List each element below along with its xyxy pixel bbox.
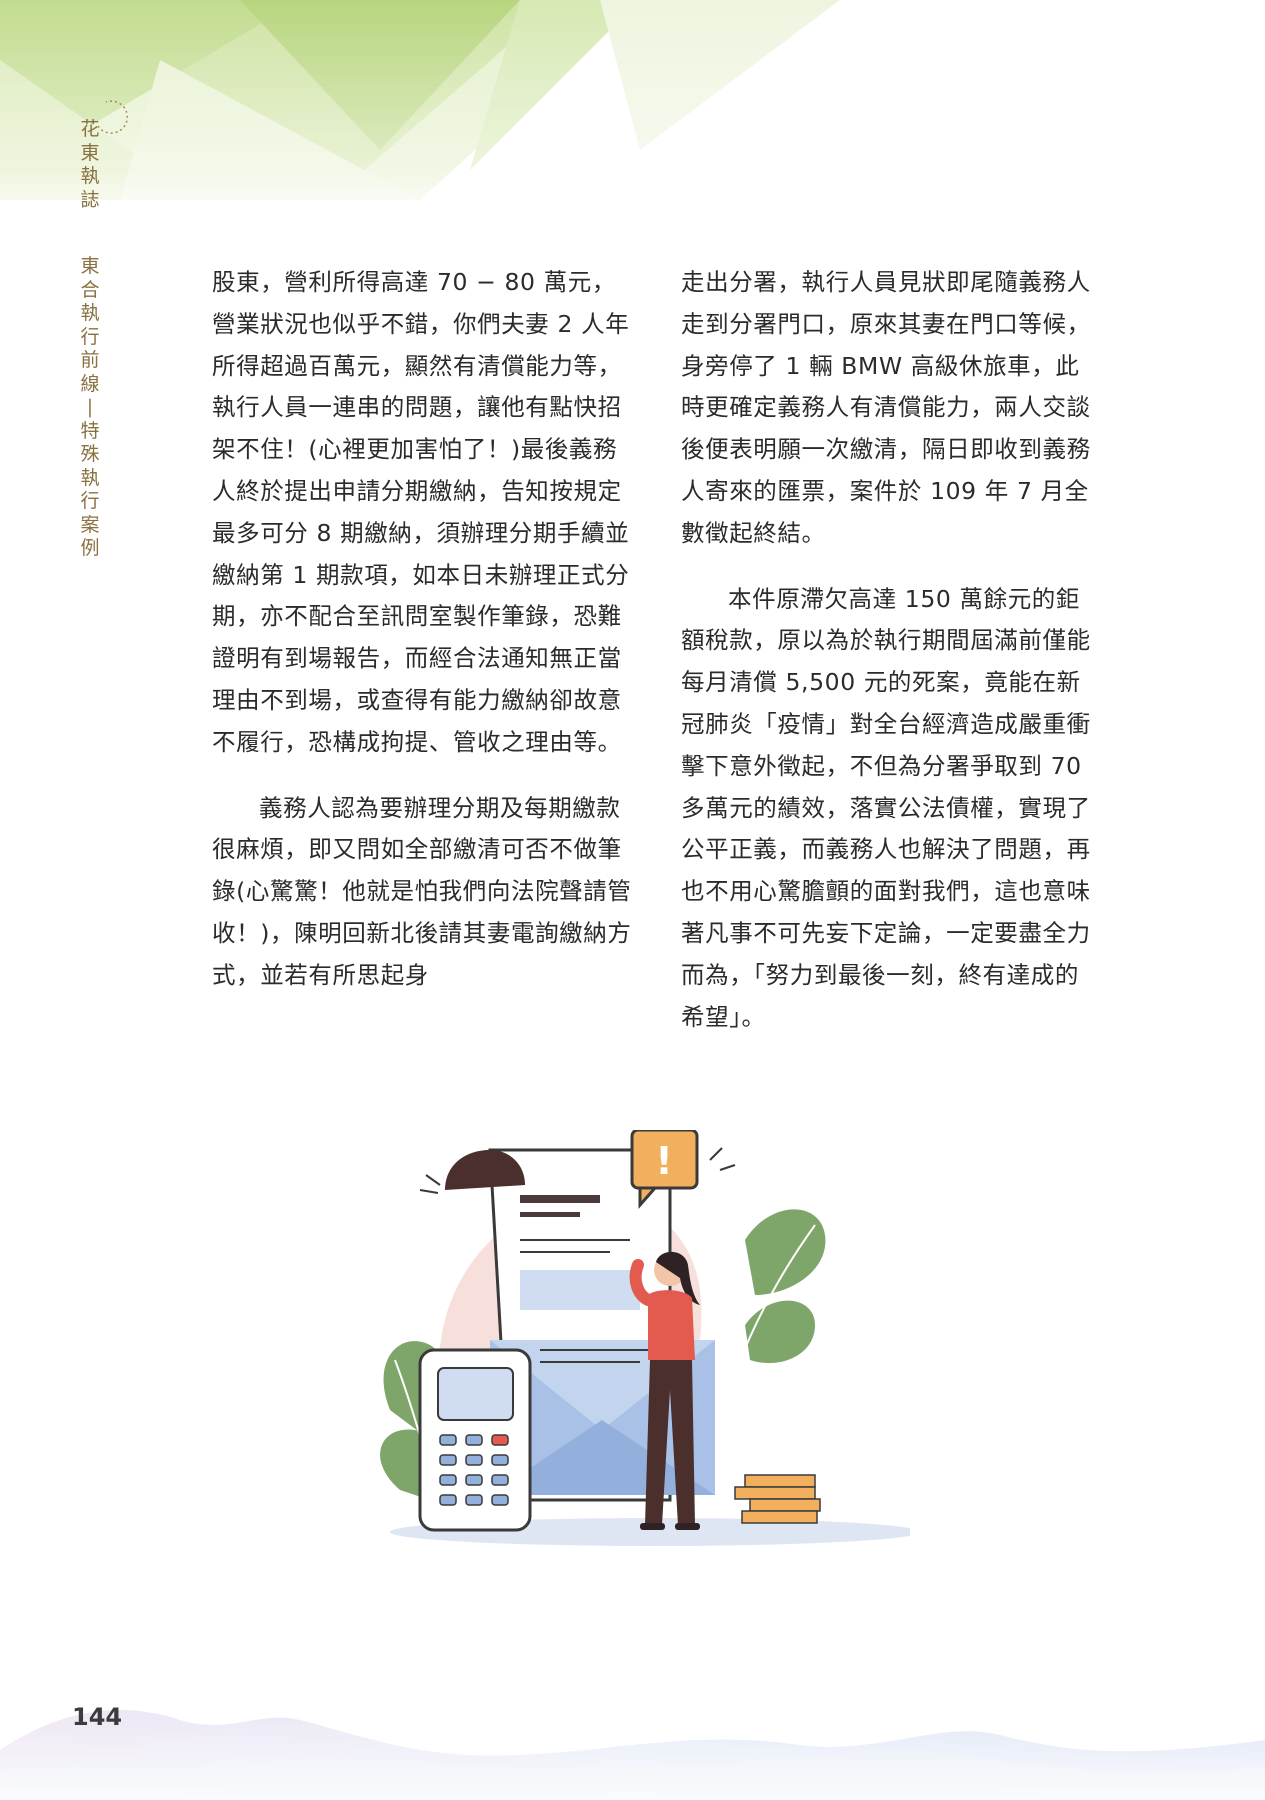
magazine-title-char: 執 [80,165,100,187]
woman-figure-icon [629,1251,700,1530]
left-text-column: 股東，營利所得高達 70 − 80 萬元，營業狀況也似乎不錯，你們夫妻 2 人年… [212,262,632,1021]
right-leaves-icon [739,1209,826,1364]
dashed-circle-ornament [97,100,128,134]
section-title-char: 線 [80,372,100,395]
body-paragraph: 義務人認為要辦理分期及每期繳款很麻煩，即又問如全部繳清可否不做筆錄(心驚驚！他就… [212,793,632,989]
magazine-title-char: 誌 [80,188,100,211]
footer-mountain-decoration [0,1640,1265,1800]
section-title-char: 前 [80,349,100,371]
card-terminal-icon [418,1348,532,1532]
section-title-char: 例 [80,537,100,559]
section-title-char: 執 [80,466,100,489]
section-title-char: 殊 [80,443,100,465]
section-title-char: 特 [80,419,100,442]
alert-bubble-icon: ! [419,1130,736,1209]
section-title-char: 合 [80,278,100,301]
magazine-title-vertical: 花 東 執 誌 [76,118,104,212]
section-title-char: 行 [80,325,100,348]
section-title-char: 執 [80,302,100,324]
body-paragraph: 走出分署，執行人員見狀即尾隨義務人走到分署門口，原來其妻在門口等候，身旁停了 1… [681,268,1091,547]
section-title-char: 東 [80,255,100,277]
magazine-title-char: 東 [80,141,100,164]
body-paragraph: 本件原滯欠高達 150 萬餘元的鉅額稅款，原以為於執行期間屆滿前僅能每月清償 5… [681,584,1091,1031]
body-paragraph: 股東，營利所得高達 70 − 80 萬元，營業狀況也似乎不錯，你們夫妻 2 人年… [212,268,630,756]
alert-exclamation: ! [655,1139,672,1183]
header-background-decoration [0,0,1265,230]
coin-stack-icon [734,1474,821,1524]
section-title-char: 案 [80,513,100,536]
magazine-title-char: 花 [80,118,100,140]
page-number: 144 [72,1703,123,1731]
section-title-vertical: 東 合 執 行 前 線 | 特 殊 執 行 案 例 [76,255,104,561]
woman-with-bill-illustration: ! [380,1130,910,1546]
right-text-column: 走出分署，執行人員見狀即尾隨義務人走到分署門口，原來其妻在門口等候，身旁停了 1… [681,262,1101,1062]
section-title-char: 行 [80,490,100,512]
section-title-char: | [86,396,94,418]
